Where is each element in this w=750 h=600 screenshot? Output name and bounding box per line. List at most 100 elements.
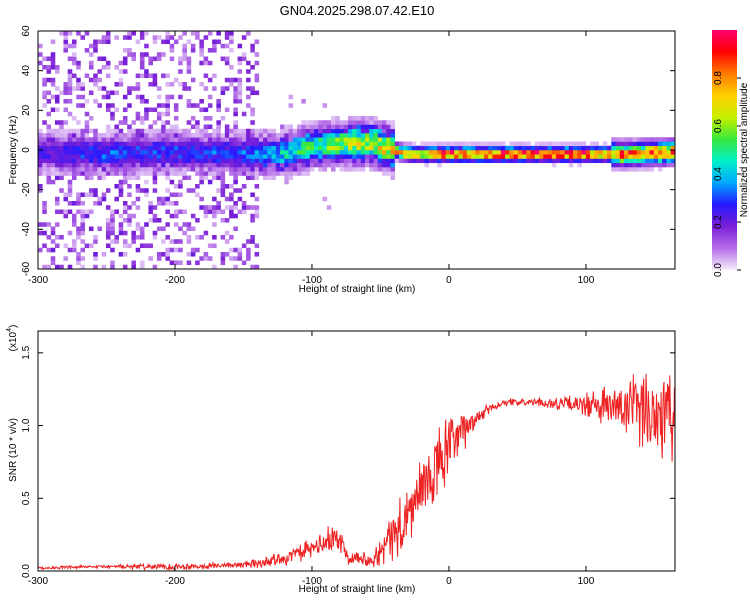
spectrogram-cell — [381, 137, 387, 142]
spectrogram-cell — [190, 158, 196, 164]
spectrogram-cell — [275, 162, 281, 168]
spectrogram-cell — [356, 120, 362, 125]
spectrogram-cell — [76, 103, 81, 108]
spectrogram-cell — [348, 133, 353, 138]
spectrogram-cell — [212, 222, 217, 227]
spectrogram-cell — [526, 141, 531, 147]
spectrogram-cell — [114, 90, 119, 96]
spectrogram-cell — [118, 226, 124, 232]
spectrogram-cell — [195, 133, 200, 138]
spectrogram-cell — [118, 252, 124, 257]
spectrogram-cell — [38, 158, 43, 164]
spectrogram-cell — [139, 73, 145, 79]
spectrogram-cell — [568, 154, 574, 159]
spectrogram-cell — [173, 77, 179, 83]
spectrogram-cell — [573, 141, 578, 147]
spectrogram-cell — [152, 179, 158, 185]
spectrogram-cell — [165, 137, 170, 142]
spectrogram-cell — [88, 65, 94, 70]
spectrogram-cell — [42, 167, 47, 172]
spectrogram-cell — [369, 128, 374, 134]
spectrogram-cell — [161, 128, 166, 134]
spectrogram-cell — [369, 133, 374, 138]
spectrogram-cell — [356, 167, 362, 172]
spectrogram-cell — [280, 154, 285, 159]
spectrogram-cell — [466, 154, 472, 159]
spectrogram-cell — [54, 69, 60, 74]
spectrogram-cell — [84, 31, 90, 36]
spectrogram-cell — [216, 188, 221, 193]
spectrogram-cell — [50, 150, 56, 155]
spectrogram-cell — [212, 205, 217, 210]
spectrogram-cell — [250, 171, 255, 176]
spectrogram-cell — [178, 167, 183, 172]
spectrogram-cell — [118, 77, 124, 83]
x-tick-label: -100 — [302, 275, 322, 286]
spectrogram-cell — [237, 252, 243, 257]
spectrogram-cell — [297, 158, 302, 164]
spectrogram-cell — [335, 128, 340, 134]
spectrogram-cell — [59, 90, 64, 96]
spectrogram-cell — [220, 218, 226, 223]
spectrogram-cell — [80, 141, 86, 147]
spectrogram-cell — [241, 162, 247, 168]
spectrogram-cell — [110, 141, 115, 147]
spectrogram-cell — [135, 39, 141, 45]
spectrogram-cell — [335, 116, 340, 121]
spectrogram-cell — [156, 52, 162, 57]
spectrogram-cell — [224, 252, 230, 257]
spectrogram-cell — [254, 150, 260, 155]
spectrogram-cell — [76, 86, 81, 91]
spectrogram-cell — [42, 171, 47, 176]
spectrogram-cell — [165, 188, 170, 193]
spectrogram-cell — [297, 171, 302, 176]
spectrogram-cell — [318, 133, 323, 138]
spectrogram-cell — [199, 60, 204, 66]
spectrogram-cell — [135, 184, 141, 189]
spectrogram-cell — [297, 162, 302, 168]
spectrogram-cell — [649, 162, 655, 168]
spectrogram-cell — [636, 137, 642, 142]
spectrogram-cell — [445, 150, 451, 155]
spectrogram-cell — [449, 150, 455, 155]
spectrogram-cell — [118, 230, 124, 236]
spectrogram-cell — [139, 137, 145, 142]
spectrogram-cell — [377, 124, 383, 130]
spectrogram-cell — [322, 158, 328, 164]
spectrogram-cell — [513, 158, 519, 164]
spectrogram-cell — [76, 82, 81, 87]
spectrogram-cell — [139, 60, 145, 66]
spectrogram-cell — [173, 103, 179, 108]
spectrogram-cell — [229, 82, 234, 87]
spectrogram-cell — [564, 150, 570, 155]
spectrogram-cell — [551, 162, 557, 168]
spectrogram-cell — [390, 175, 396, 181]
spectrogram-cell — [207, 137, 213, 142]
spectrogram-cell — [165, 39, 170, 45]
spectrogram-cell — [377, 158, 383, 164]
spectrogram-cell — [71, 150, 77, 155]
spectrogram-cell — [173, 222, 179, 227]
spectrogram-cell — [428, 150, 434, 155]
spectrogram-cell — [38, 167, 43, 172]
spectrogram-cell — [632, 145, 638, 151]
spectrogram-cell — [602, 154, 608, 159]
spectrogram-cell — [611, 158, 616, 164]
spectrogram-cell — [173, 239, 179, 244]
spectrogram-cell — [369, 145, 374, 151]
spectrogram-cell — [314, 128, 319, 134]
spectrogram-cell — [403, 141, 408, 147]
spectrogram-cell — [233, 175, 238, 181]
spectrogram-cell — [144, 222, 149, 227]
spectrogram-cell — [224, 124, 230, 130]
spectrogram-cell — [199, 107, 204, 113]
spectrogram-cell — [212, 145, 217, 151]
spectrogram-cell — [42, 133, 47, 138]
spectrogram-cell — [390, 137, 396, 142]
spectrogram-cell — [54, 264, 60, 270]
spectrogram-cell — [131, 230, 136, 236]
spectrogram-cell — [93, 39, 98, 45]
spectrogram-cell — [63, 154, 69, 159]
spectrogram-cell — [505, 145, 510, 151]
spectrogram-cell — [182, 141, 187, 147]
